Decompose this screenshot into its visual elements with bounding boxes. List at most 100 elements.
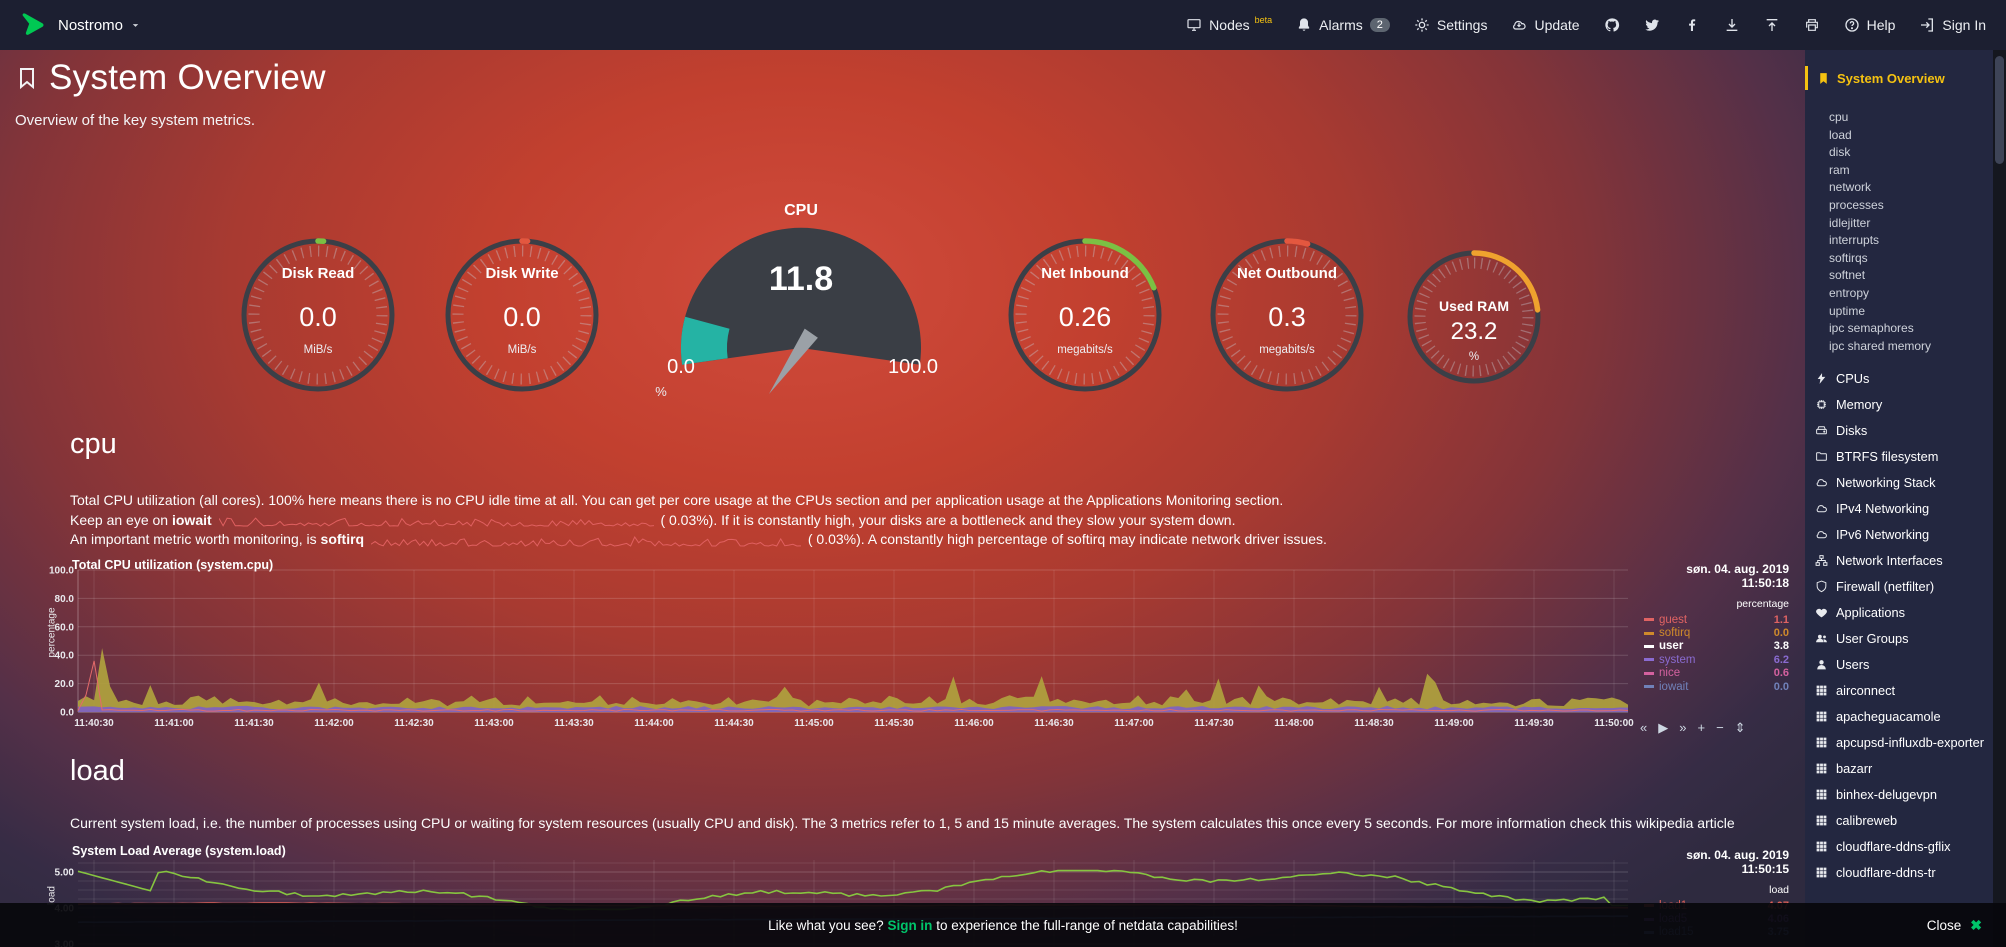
sidebar-item-memory[interactable]: Memory bbox=[1805, 391, 1993, 417]
sidebar-item-cloudflare-ddns-gflix[interactable]: cloudflare-ddns-gflix bbox=[1805, 833, 1993, 859]
sidebar-item-firewall-netfilter[interactable]: Firewall (netfilter) bbox=[1805, 573, 1993, 599]
chart-date: søn. 04. aug. 2019 bbox=[1686, 562, 1789, 576]
sidebar-item-apacheguacamole[interactable]: apacheguacamole bbox=[1805, 703, 1993, 729]
sidebar-item-interrupts[interactable]: interrupts bbox=[1829, 233, 1880, 248]
sidebar-item-ram[interactable]: ram bbox=[1829, 162, 1850, 177]
cubes-icon bbox=[1815, 762, 1828, 775]
play-button[interactable]: ▶ bbox=[1658, 720, 1669, 735]
sidebar-item-binhex-delugevpn[interactable]: binhex-delugevpn bbox=[1805, 781, 1993, 807]
gauge-disk-write[interactable]: Disk Write 0.0 MiB/s bbox=[442, 235, 602, 395]
legend-unit-label: percentage bbox=[1736, 598, 1789, 610]
gauge-cpu[interactable]: CPU 11.8 0.0 100.0% bbox=[641, 202, 961, 452]
topbar-upload[interactable] bbox=[1764, 17, 1780, 33]
gauge-used-ram[interactable]: Used RAM 23.2% bbox=[1404, 247, 1544, 387]
close-icon[interactable]: ✖ bbox=[1970, 916, 1982, 933]
gauge-value: 0.26 bbox=[1058, 302, 1112, 332]
legend-row-guest[interactable]: guest 1.1 bbox=[1644, 613, 1789, 626]
topbar-update[interactable]: Update bbox=[1511, 17, 1580, 33]
sidebar-item-label: apacheguacamole bbox=[1836, 708, 1941, 724]
footer-close-button[interactable]: Close ✖ bbox=[1926, 916, 1982, 933]
sidebar-item-ipc-shared-memory[interactable]: ipc shared memory bbox=[1829, 338, 1932, 353]
sidebar-item-btrfs-filesystem[interactable]: BTRFS filesystem bbox=[1805, 443, 1993, 469]
sidebar-item-uptime[interactable]: uptime bbox=[1829, 303, 1866, 318]
softirq-sparkline[interactable] bbox=[370, 534, 801, 547]
iowait-sparkline[interactable] bbox=[218, 514, 654, 528]
netdata-logo[interactable] bbox=[20, 12, 46, 38]
legend-row-iowait[interactable]: iowait 0.0 bbox=[1644, 680, 1789, 693]
sidebar-item-cpus[interactable]: CPUs bbox=[1805, 365, 1993, 391]
topbar-twitter[interactable] bbox=[1644, 17, 1660, 33]
folder-icon bbox=[1815, 450, 1828, 463]
section-heading-load[interactable]: load bbox=[70, 755, 125, 787]
sidebar-item-network[interactable]: network bbox=[1829, 180, 1872, 195]
cpu-utilization-chart[interactable]: Total CPU utilization (system.cpu) percen… bbox=[44, 552, 1790, 748]
footer-signin-link[interactable]: Sign in bbox=[887, 917, 933, 933]
chart-title: Total CPU utilization (system.cpu) bbox=[72, 558, 274, 572]
gauge-net-inbound[interactable]: Net Inbound 0.26 megabits/s bbox=[1005, 235, 1165, 395]
sidebar-item-processes[interactable]: processes bbox=[1829, 197, 1884, 212]
sidebar-item-label: Applications bbox=[1836, 604, 1906, 620]
section-heading-cpu[interactable]: cpu bbox=[70, 428, 117, 460]
topbar-github[interactable] bbox=[1604, 17, 1620, 33]
scrollbar-thumb[interactable] bbox=[1995, 56, 2004, 164]
topbar-settings[interactable]: Settings bbox=[1414, 17, 1487, 33]
chart-time: 11:50:15 bbox=[1741, 862, 1789, 876]
disk-write-gauge-ring bbox=[445, 238, 599, 392]
net-inbound-gauge-ring bbox=[1008, 238, 1162, 392]
topbar-facebook[interactable] bbox=[1684, 17, 1700, 33]
sidebar-item-ipc-semaphores[interactable]: ipc semaphores bbox=[1829, 321, 1914, 336]
cpu-chart-canvas[interactable]: 100.0 80.0 60.0 40.0 20.0 0.011:40:30 11:41:00… bbox=[44, 566, 1644, 742]
sidebar-item-label: airconnect bbox=[1836, 682, 1896, 698]
sidebar-item-system-overview[interactable]: System Overview bbox=[1805, 66, 1993, 90]
topbar-alarms[interactable]: Alarms 2 bbox=[1296, 17, 1390, 33]
sidebar-item-idlejitter[interactable]: idlejitter bbox=[1829, 215, 1871, 230]
sidebar-item-airconnect[interactable]: airconnect bbox=[1805, 677, 1993, 703]
topbar-nodes[interactable]: Nodes beta bbox=[1186, 15, 1272, 33]
sidebar-item-disk[interactable]: disk bbox=[1829, 145, 1851, 160]
sidebar-item-cloudflare-ddns-tr[interactable]: cloudflare-ddns-tr bbox=[1805, 859, 1993, 885]
sidebar-item-calibreweb[interactable]: calibreweb bbox=[1805, 807, 1993, 833]
page-scrollbar[interactable] bbox=[1993, 50, 2006, 947]
sidebar-item-softirqs[interactable]: softirqs bbox=[1829, 250, 1868, 265]
node-selector[interactable]: Nostromo bbox=[58, 17, 141, 34]
zoom-out-button[interactable]: − bbox=[1716, 720, 1724, 735]
topbar-help[interactable]: Help bbox=[1844, 17, 1895, 33]
legend-row-user[interactable]: user 3.8 bbox=[1644, 640, 1789, 653]
pan-backward-button[interactable]: « bbox=[1640, 720, 1648, 735]
svg-text:11:43:30: 11:43:30 bbox=[554, 718, 594, 729]
cpu-description-line1: Total CPU utilization (all cores). 100% … bbox=[70, 492, 1284, 508]
sidebar-item-users[interactable]: Users bbox=[1805, 651, 1993, 677]
sidebar-item-networking-stack[interactable]: Networking Stack bbox=[1805, 469, 1993, 495]
sidebar-item-load[interactable]: load bbox=[1829, 127, 1852, 142]
zoom-in-button[interactable]: + bbox=[1697, 720, 1706, 735]
sidebar-item-cpu[interactable]: cpu bbox=[1829, 110, 1849, 124]
sidebar-item-entropy[interactable]: entropy bbox=[1829, 285, 1870, 300]
cubes-icon bbox=[1815, 736, 1828, 749]
gauge-disk-read[interactable]: Disk Read 0.0 MiB/s bbox=[238, 235, 398, 395]
alarms-count-badge: 2 bbox=[1369, 18, 1390, 32]
sidebar-item-user-groups[interactable]: User Groups bbox=[1805, 625, 1993, 651]
legend-row-system[interactable]: system 6.2 bbox=[1644, 653, 1789, 666]
resize-button[interactable]: ⇕ bbox=[1734, 720, 1746, 735]
topbar-download[interactable] bbox=[1724, 17, 1740, 33]
bookmark-icon bbox=[15, 66, 39, 90]
sidebar-item-label: IPv4 Networking bbox=[1836, 500, 1930, 516]
sidebar-item-softnet[interactable]: softnet bbox=[1829, 268, 1866, 283]
legend-row-nice[interactable]: nice 0.6 bbox=[1644, 667, 1789, 680]
sidebar-item-disks[interactable]: Disks bbox=[1805, 417, 1993, 443]
pan-forward-button[interactable]: » bbox=[1679, 720, 1687, 735]
topbar-signin[interactable]: Sign In bbox=[1919, 17, 1986, 33]
sidebar-item-applications[interactable]: Applications bbox=[1805, 599, 1993, 625]
gauge-net-outbound[interactable]: Net Outbound 0.3 megabits/s bbox=[1207, 235, 1367, 395]
sidebar-item-network-interfaces[interactable]: Network Interfaces bbox=[1805, 547, 1993, 573]
bookmark-icon bbox=[1817, 72, 1830, 85]
printer-icon bbox=[1804, 17, 1820, 33]
legend-row-softirq[interactable]: softirq 0.0 bbox=[1644, 626, 1789, 639]
sidebar-item-bazarr[interactable]: bazarr bbox=[1805, 755, 1993, 781]
sidebar-item-ipv6-networking[interactable]: IPv6 Networking bbox=[1805, 521, 1993, 547]
sidebar-item-ipv4-networking[interactable]: IPv4 Networking bbox=[1805, 495, 1993, 521]
sitemap-icon bbox=[1815, 554, 1828, 567]
sidebar-item-apcupsd-influxdb-exporter[interactable]: apcupsd-influxdb-exporter bbox=[1805, 729, 1993, 755]
topbar-print[interactable] bbox=[1804, 17, 1820, 33]
cpu-description-line3: An important metric worth monitoring, is… bbox=[70, 531, 1327, 547]
